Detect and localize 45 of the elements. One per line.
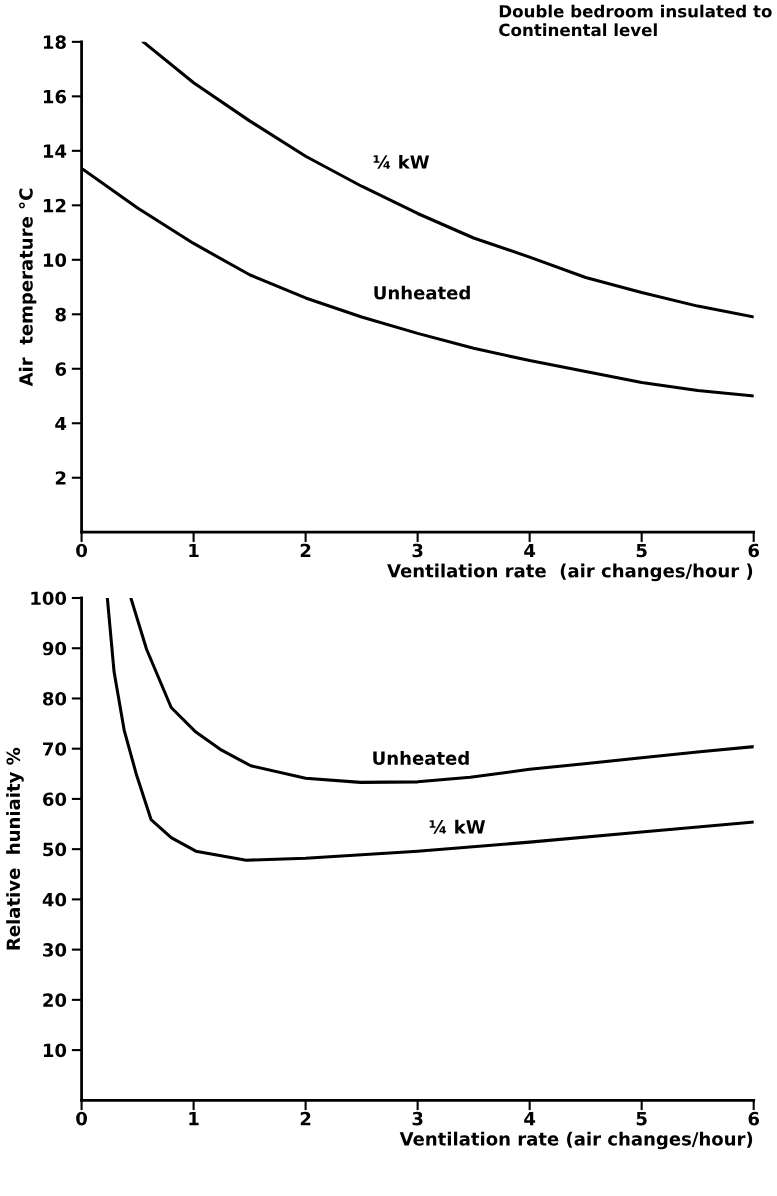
x-tick-label: 4 [524,543,536,558]
series-label: Unheated [374,285,470,300]
series-label: ¼ kW [429,819,486,834]
x-tick-label: 3 [412,543,423,558]
y-tick-label: 8 [55,307,66,322]
y-tick-label: 70 [43,742,67,756]
y-tick-label: 16 [43,89,67,104]
y-tick-label: 10 [43,253,67,267]
x-tick-label: 6 [748,543,759,558]
chart-title: Double bedroom insulated to Continental level [499,4,772,37]
y-tick-label: 6 [55,362,67,376]
x-tick-label: 2 [300,543,311,558]
y-axis-title: Air temperature °C [18,188,37,387]
x-tick-label: 2 [300,1111,311,1126]
y-tick-label: 18 [43,35,66,49]
y-tick-label: 100 [31,591,67,606]
x-tick-label: 6 [748,1111,759,1126]
line-series [141,41,754,319]
line-series [105,598,754,862]
x-tick-label: 1 [189,543,199,558]
line-series [129,598,754,784]
x-tick-label: 5 [636,543,647,558]
y-tick-label: 20 [43,993,67,1007]
x-tick-label: 5 [636,1111,647,1126]
y-tick-label: 14 [43,144,67,158]
x-tick-label: 3 [412,1111,423,1126]
y-tick-label: 60 [43,792,67,807]
y-tick-label: 10 [43,1043,67,1058]
series-label: ¼ kW [373,154,430,169]
x-axis-title: Ventilation rate (air changes/hour) [399,1131,753,1150]
x-tick-label: 4 [524,1111,536,1126]
y-tick-label: 90 [42,641,67,656]
y-tick-label: 50 [43,842,67,857]
x-tick-label: 0 [76,543,87,558]
x-tick-label: 1 [189,1111,199,1126]
x-axis-title: Ventilation rate (air changes/hour ) [387,563,753,582]
series-label: Unheated [373,750,469,765]
y-tick-label: 12 [43,198,66,213]
y-tick-label: 80 [42,691,67,706]
y-tick-label: 40 [42,892,67,907]
y-tick-label: 30 [43,943,67,957]
y-axis-title: Relative huniaity % [6,747,24,950]
x-tick-label: 0 [76,1111,87,1126]
y-tick-label: 2 [55,471,66,485]
y-tick-label: 4 [55,416,67,431]
